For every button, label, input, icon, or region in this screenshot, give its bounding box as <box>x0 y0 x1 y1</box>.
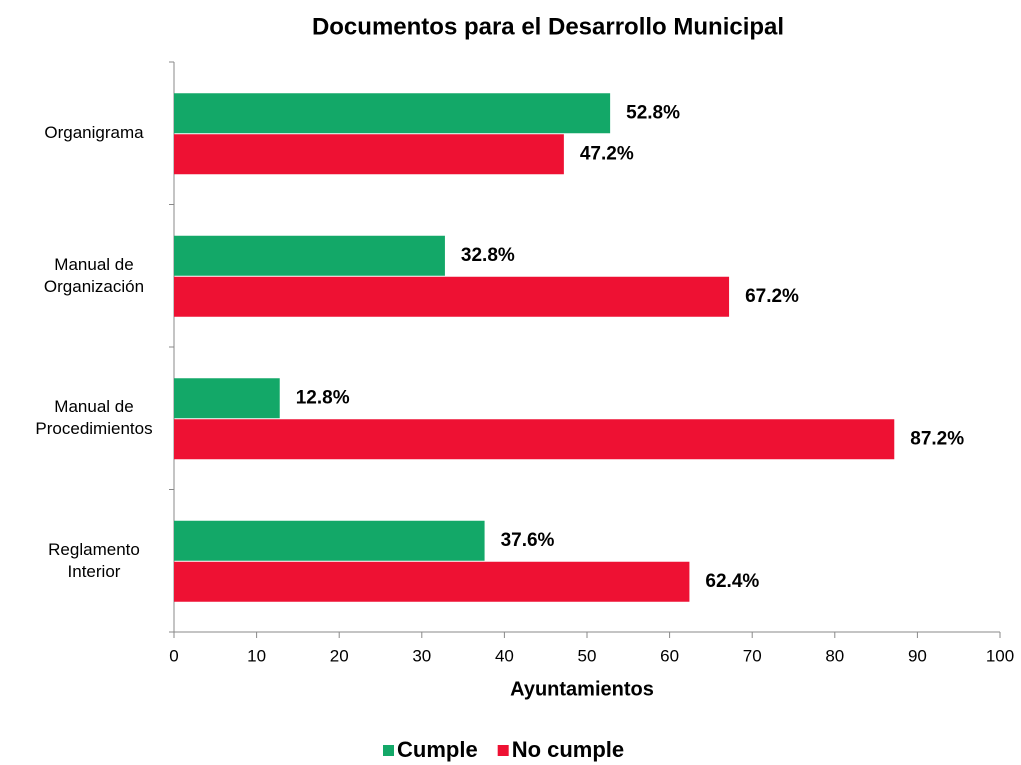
x-tick-label: 40 <box>495 646 514 665</box>
x-tick-label: 60 <box>660 646 679 665</box>
x-tick-label: 0 <box>169 646 178 665</box>
data-label: 37.6% <box>501 530 555 551</box>
legend-swatch <box>383 745 394 756</box>
data-label: 52.8% <box>626 102 680 123</box>
y-tick-label: Manual de Procedimientos <box>35 397 153 439</box>
bar <box>174 561 690 602</box>
data-label: 67.2% <box>745 286 799 307</box>
x-tick-label: 20 <box>330 646 349 665</box>
x-tick-label: 70 <box>743 646 762 665</box>
y-tick-label: Reglamento Interior <box>48 539 140 581</box>
x-tick-label: 10 <box>247 646 266 665</box>
bar <box>174 93 611 134</box>
y-tick-label: Manual de Organización <box>43 254 145 296</box>
bar <box>174 378 280 419</box>
bar <box>174 419 895 460</box>
bar <box>174 276 730 317</box>
legend-swatch <box>497 745 509 756</box>
data-label: 12.8% <box>296 387 350 408</box>
y-tick-label: Organigrama <box>44 123 144 143</box>
legend-label: Cumple <box>397 737 478 762</box>
legend-label: No cumple <box>512 737 624 762</box>
data-label: 62.4% <box>705 571 759 592</box>
x-tick-label: 30 <box>412 646 431 665</box>
bar <box>174 134 564 175</box>
bar <box>174 520 485 561</box>
data-label: 47.2% <box>580 143 634 164</box>
bar <box>174 235 445 276</box>
chart-title: Documentos para el Desarrollo Municipal <box>312 13 784 40</box>
x-tick-label: 90 <box>908 646 927 665</box>
x-tick-label: 100 <box>986 646 1014 665</box>
data-label: 32.8% <box>461 245 515 266</box>
x-tick-label: 80 <box>825 646 844 665</box>
data-label: 87.2% <box>910 428 964 449</box>
x-tick-label: 50 <box>578 646 597 665</box>
x-axis-label: Ayuntamientos <box>510 678 654 700</box>
